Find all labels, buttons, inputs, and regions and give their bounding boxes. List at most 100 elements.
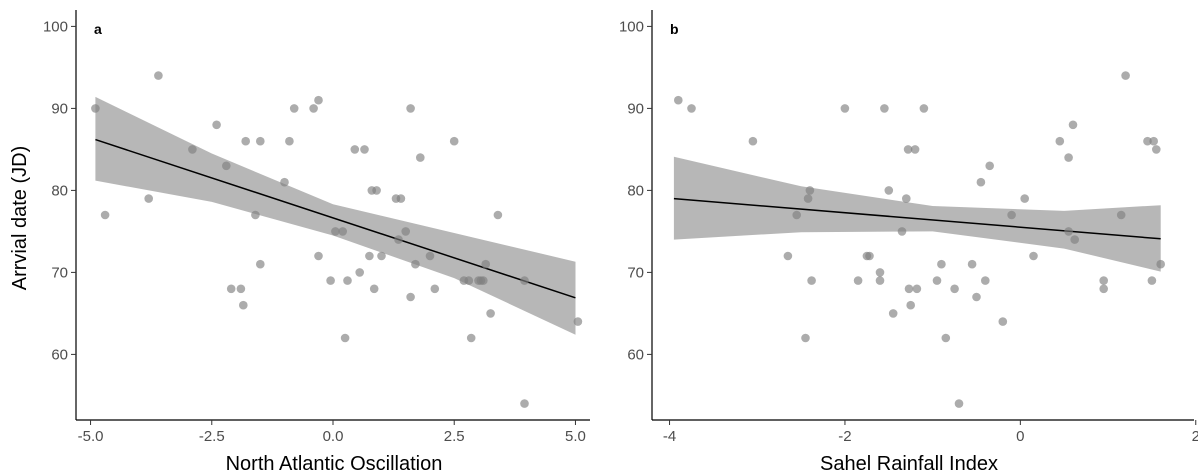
data-point xyxy=(360,145,369,154)
data-point xyxy=(314,95,323,105)
data-point xyxy=(406,292,415,302)
y-tick-label: 90 xyxy=(51,100,68,117)
data-point xyxy=(748,136,758,146)
data-point xyxy=(377,251,386,261)
data-point xyxy=(1156,259,1165,269)
data-point xyxy=(902,194,911,203)
data-point xyxy=(840,104,850,113)
data-point xyxy=(897,227,907,236)
data-point xyxy=(912,284,922,294)
y-tick-label: 80 xyxy=(627,182,644,199)
data-point xyxy=(464,276,474,285)
x-tick-label: 2 xyxy=(1192,428,1198,445)
data-point xyxy=(950,284,959,294)
data-point xyxy=(255,136,265,146)
data-point xyxy=(853,276,863,285)
data-point xyxy=(674,95,683,105)
data-point xyxy=(967,259,977,269)
panel-a: -5.0 -2.5 0.0 2.5 5.0 60 70 80 90 100 a North Atl… xyxy=(43,10,590,475)
y-tick-label: 60 xyxy=(51,346,68,363)
data-point xyxy=(520,276,529,285)
data-point xyxy=(411,259,420,269)
panel-b-label: b xyxy=(670,21,679,37)
x-tick-label: 2.5 xyxy=(444,428,465,445)
data-point xyxy=(365,251,374,261)
data-point xyxy=(520,399,529,408)
data-point xyxy=(222,161,231,171)
y-axis-title: Arrvial date (JD) xyxy=(9,146,31,290)
data-point xyxy=(1121,71,1130,80)
x-tick-label: 5.0 xyxy=(565,428,586,445)
data-point xyxy=(1068,120,1078,130)
y-tick-label: 60 xyxy=(627,346,644,363)
data-point xyxy=(888,309,898,318)
data-point xyxy=(1064,227,1073,236)
data-point xyxy=(466,333,476,343)
data-point xyxy=(875,276,885,285)
y-tick-label: 70 xyxy=(51,264,68,281)
data-point xyxy=(937,259,946,269)
data-point xyxy=(226,284,236,294)
data-point xyxy=(430,284,440,294)
data-point xyxy=(1149,136,1158,146)
x-tick-label: 0 xyxy=(1016,428,1024,445)
data-point xyxy=(493,210,503,220)
data-point xyxy=(188,145,197,154)
data-point xyxy=(309,104,318,113)
data-point xyxy=(314,251,323,261)
data-point xyxy=(1007,210,1016,220)
panel-a-label: a xyxy=(94,21,102,37)
data-point xyxy=(985,161,994,171)
data-point xyxy=(331,227,340,236)
data-point xyxy=(807,276,816,285)
data-point xyxy=(425,251,435,261)
data-point xyxy=(350,145,360,154)
data-point xyxy=(236,284,246,294)
data-point xyxy=(1099,284,1108,294)
x-tick-label: -4 xyxy=(663,428,676,445)
data-point xyxy=(406,104,415,113)
data-point xyxy=(792,210,801,220)
data-point xyxy=(919,104,929,113)
x-axis-title-panel-b: Sahel Rainfall Index xyxy=(820,453,998,475)
data-point xyxy=(401,227,411,236)
regression-line-panel-b xyxy=(673,197,1161,240)
data-point xyxy=(954,399,964,408)
y-tick-label: 100 xyxy=(619,18,644,35)
confidence-band-panel-b xyxy=(673,156,1161,272)
data-point xyxy=(326,276,335,285)
data-point xyxy=(449,136,459,146)
data-point xyxy=(1020,194,1029,203)
panel-b: -4 -2 0 2 60 70 80 90 100 b Sahel Rainfall Index xyxy=(619,10,1198,475)
data-point xyxy=(972,292,981,302)
data-point xyxy=(1147,276,1157,285)
data-point xyxy=(416,153,425,162)
data-point xyxy=(144,194,153,203)
x-tick-label: -2 xyxy=(838,428,851,445)
data-point xyxy=(241,136,250,146)
data-point xyxy=(285,136,294,146)
data-point xyxy=(803,194,813,203)
data-point xyxy=(486,309,495,318)
data-point xyxy=(783,251,793,261)
data-point xyxy=(251,210,260,220)
data-point xyxy=(865,251,874,261)
data-point xyxy=(396,194,406,203)
x-tick-label: 0.0 xyxy=(323,428,344,445)
data-point xyxy=(343,276,352,285)
data-point xyxy=(372,186,381,195)
data-point xyxy=(91,104,100,113)
regression-line-panel-a xyxy=(95,138,576,299)
y-tick-label: 70 xyxy=(627,264,644,281)
data-point xyxy=(338,227,348,236)
data-point xyxy=(255,259,265,269)
data-point xyxy=(1143,136,1152,146)
x-tick-label: -5.0 xyxy=(78,428,104,445)
data-point xyxy=(573,317,583,326)
data-point xyxy=(154,71,163,80)
data-point xyxy=(904,284,914,294)
data-point xyxy=(981,276,990,285)
data-point xyxy=(100,210,110,220)
data-point xyxy=(880,104,889,113)
